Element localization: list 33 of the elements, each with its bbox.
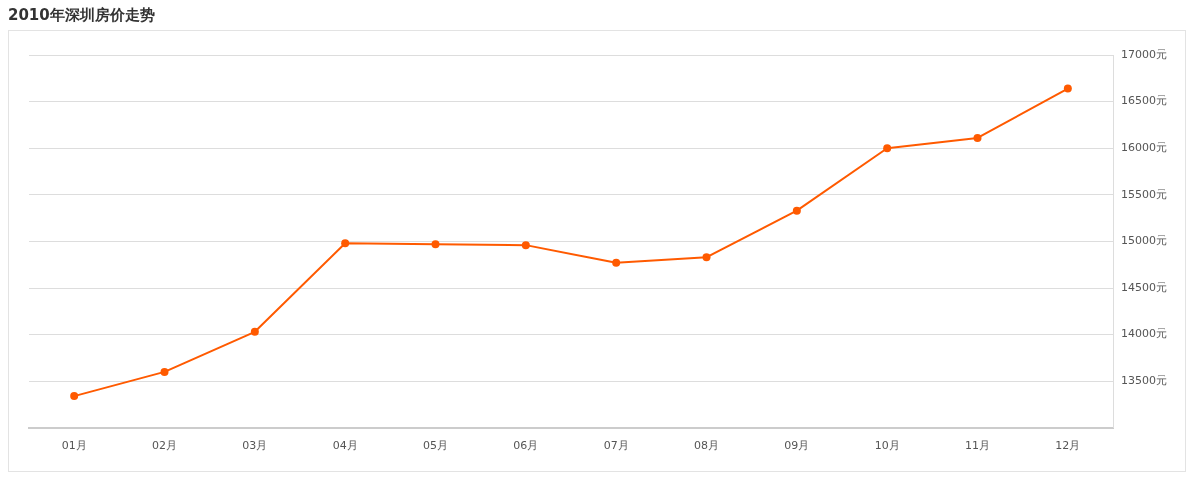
y-tick-label: 13500元 (1121, 374, 1168, 388)
x-tick-label: 12月 (1055, 439, 1081, 453)
point (792, 206, 801, 215)
point (702, 253, 711, 262)
x-tick-label: 03月 (242, 439, 268, 453)
x-tick-label: 07月 (603, 439, 629, 453)
x-tick-label: 08月 (694, 439, 719, 453)
y-tick-label: 16000元 (1121, 141, 1168, 155)
x-tick-label: 06月 (513, 439, 539, 453)
x-tick-label: 02月 (152, 439, 177, 453)
x-tick-label: 05月 (423, 439, 448, 453)
y-tick-label: 14000元 (1121, 327, 1168, 341)
x-tick-label: 10月 (874, 439, 900, 453)
x-tick-label: 11月 (965, 439, 991, 453)
point (341, 239, 350, 248)
chart-title: 2010年深圳房价走势 (8, 6, 156, 26)
x-tick-label: 04月 (332, 439, 358, 453)
point (612, 258, 621, 267)
point (883, 144, 892, 153)
x-tick-label: 09月 (784, 439, 810, 453)
point (160, 367, 169, 376)
y-tick-label: 15000元 (1121, 234, 1168, 248)
point (521, 241, 530, 250)
point (70, 392, 79, 401)
point (1063, 84, 1072, 93)
y-tick-label: 15500元 (1121, 187, 1168, 201)
y-tick-label: 14500元 (1121, 280, 1168, 294)
y-tick-label: 17000元 (1121, 47, 1168, 61)
point (431, 240, 440, 249)
point (973, 133, 982, 142)
x-tick-label: 01月 (61, 439, 87, 453)
point (250, 327, 259, 336)
y-tick-label: 16500元 (1121, 94, 1168, 108)
